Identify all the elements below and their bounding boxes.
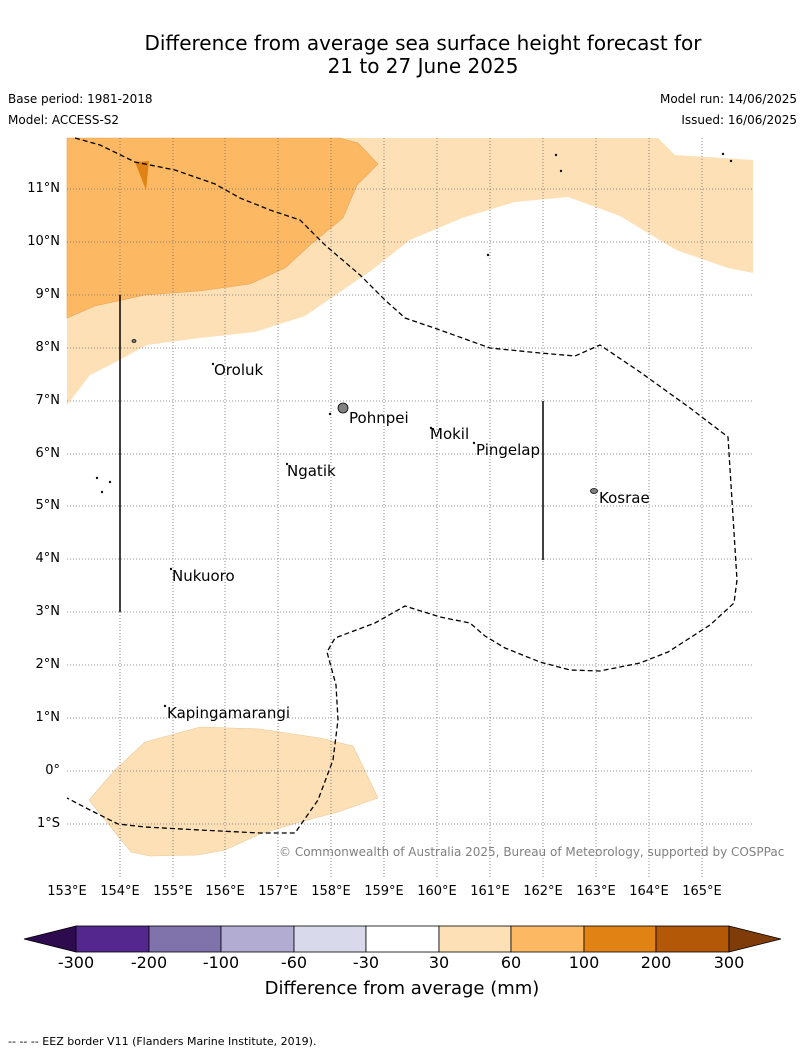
- place-label-pingelap: Pingelap: [476, 441, 541, 459]
- colorbar-bin-9: [655, 925, 730, 953]
- lat-label-11n: 11°N: [27, 181, 60, 196]
- colorbar-above-max: [728, 925, 782, 953]
- model-run-date: Model run: 14/06/2025: [659, 92, 797, 106]
- base-period: Base period: 1981-2018: [8, 92, 153, 106]
- colorbar-tick: 200: [640, 953, 672, 972]
- place-label-nukuoro: Nukuoro: [172, 567, 235, 585]
- lat-label-10n: 10°N: [27, 234, 60, 249]
- colorbar-bin-2: [148, 925, 222, 953]
- colorbar: [23, 925, 782, 953]
- colorbar-tick: 100: [568, 953, 600, 972]
- colorbar-bin-8: [583, 925, 657, 953]
- colorbar-below-min: [23, 925, 77, 953]
- lat-label-1s: 1°S: [36, 816, 60, 831]
- place-label-pohnpei: Pohnpei: [349, 409, 409, 427]
- lon-label-160e: 160°E: [417, 884, 457, 899]
- anomaly-region-100-200: [135, 161, 149, 190]
- model-name: Model: ACCESS-S2: [8, 113, 120, 127]
- issued-date: Issued: 16/06/2025: [681, 113, 797, 127]
- lon-label-157e: 157°E: [258, 884, 298, 899]
- lat-label-0: 0°: [45, 763, 60, 778]
- lat-label-8n: 8°N: [35, 340, 61, 355]
- colorbar-bin-5: [365, 925, 440, 953]
- chart-title: Difference from average sea surface heig…: [0, 32, 804, 78]
- colorbar-title: Difference from average (mm): [264, 978, 540, 999]
- lon-label-161e: 161°E: [470, 884, 510, 899]
- lon-label-155e: 155°E: [153, 884, 193, 899]
- eez-footnote: -- -- -- EEZ border V11 (Flanders Marine…: [8, 1035, 317, 1048]
- islands: [95, 152, 733, 708]
- gridlines: [67, 138, 753, 878]
- colorbar-tick: -30: [352, 953, 380, 972]
- lat-label-5n: 5°N: [35, 498, 61, 513]
- anomaly-region-30-60-south: [88, 726, 379, 857]
- copyright-notice: © Commonwealth of Australia 2025, Bureau…: [279, 845, 785, 859]
- colorbar-bin-6: [438, 925, 512, 953]
- title-line-1: Difference from average sea surface heig…: [144, 31, 702, 55]
- small-island-nw: [131, 339, 137, 343]
- lon-label-164e: 164°E: [629, 884, 669, 899]
- lon-label-165e: 165°E: [682, 884, 722, 899]
- lon-label-158e: 158°E: [311, 884, 351, 899]
- place-label-oroluk: Oroluk: [214, 361, 264, 379]
- eez-border-north: [66, 137, 738, 834]
- title-line-2: 21 to 27 June 2025: [327, 54, 519, 78]
- anomaly-regions: [66, 137, 753, 857]
- lon-label-153e: 153°E: [47, 884, 87, 899]
- colorbar-bin-4: [293, 925, 367, 953]
- colorbar-bin-7: [510, 925, 585, 953]
- lat-label-6n: 6°N: [35, 446, 61, 461]
- lat-label-9n: 9°N: [35, 287, 61, 302]
- lat-label-3n: 3°N: [35, 604, 61, 619]
- colorbar-tick: 300: [713, 953, 745, 972]
- colorbar-tick: -200: [130, 953, 168, 972]
- lon-label-154e: 154°E: [100, 884, 140, 899]
- eez-borders: [66, 137, 738, 834]
- lat-label-1n: 1°N: [35, 710, 61, 725]
- lat-label-7n: 7°N: [35, 393, 61, 408]
- colorbar-tick: -100: [202, 953, 240, 972]
- colorbar-tick: -60: [280, 953, 308, 972]
- place-label-mokil: Mokil: [430, 425, 470, 443]
- colorbar-bin-1: [75, 925, 150, 953]
- lat-label-4n: 4°N: [35, 551, 61, 566]
- colorbar-tick: 30: [428, 953, 450, 972]
- place-label-kosrae: Kosrae: [599, 489, 650, 507]
- pohnpei-island: [337, 402, 349, 414]
- lon-label-162e: 162°E: [523, 884, 563, 899]
- colorbar-tick: -300: [57, 953, 95, 972]
- colorbar-tick: 60: [500, 953, 522, 972]
- lat-label-2n: 2°N: [35, 657, 61, 672]
- lon-label-156e: 156°E: [205, 884, 245, 899]
- kosrae-island: [590, 488, 598, 494]
- lon-label-159e: 159°E: [364, 884, 404, 899]
- colorbar-bin-3: [220, 925, 295, 953]
- place-label-kapingamarangi: Kapingamarangi: [167, 704, 291, 722]
- place-label-ngatik: Ngatik: [287, 462, 336, 480]
- lon-label-163e: 163°E: [576, 884, 616, 899]
